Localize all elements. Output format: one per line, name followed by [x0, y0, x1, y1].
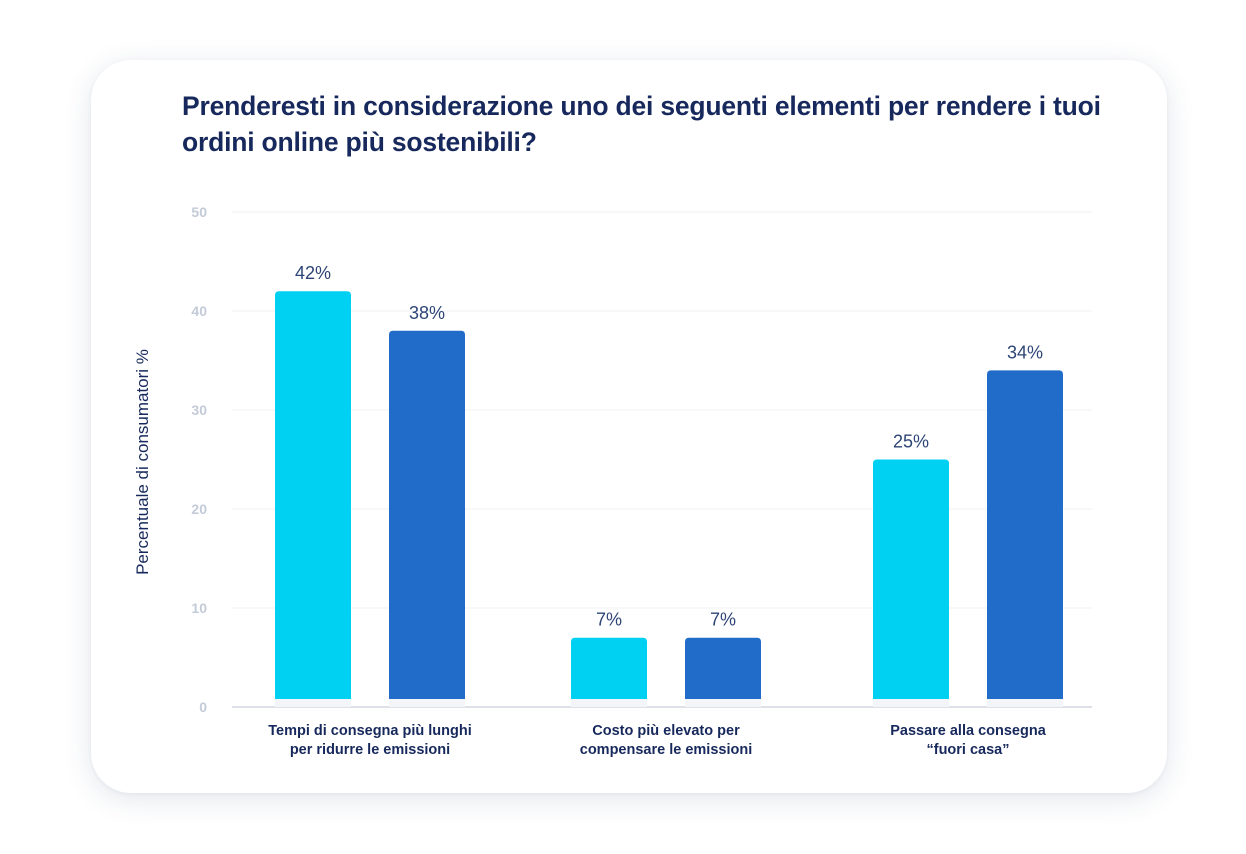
- y-tick-label: 0: [199, 699, 207, 715]
- bar-series-2-category-2: [685, 637, 761, 699]
- bar-base: [275, 699, 351, 707]
- bar-base: [685, 699, 761, 707]
- data-label: 7%: [710, 610, 736, 630]
- category-label-line: compensare le emissioni: [580, 742, 752, 758]
- grid-lines: [232, 211, 1092, 708]
- y-tick-label: 10: [191, 600, 207, 616]
- bar-series-1-category-1: [275, 291, 351, 699]
- category-label-line: “fuori casa”: [927, 742, 1010, 758]
- category-label-line: Passare alla consegna: [890, 723, 1046, 739]
- data-label: 42%: [295, 263, 331, 283]
- chart-title: Prenderesti in considerazione uno dei se…: [182, 91, 1101, 157]
- category-label: Costo più elevato per compensare le emiss…: [580, 723, 752, 758]
- bar-series-2-category-3: [987, 370, 1063, 699]
- y-tick-label: 20: [191, 501, 207, 517]
- data-labels: 42% 38% 7% 7% 25% 34%: [295, 263, 1043, 630]
- y-axis-ticks: 0 10 20 30 40 50: [191, 204, 207, 715]
- bar-base: [987, 699, 1063, 707]
- bars: [275, 291, 1063, 707]
- category-labels: Tempi di consegna più lunghi per ridurre …: [268, 723, 1046, 758]
- data-label: 38%: [409, 303, 445, 323]
- category-label-line: Costo più elevato per: [592, 723, 740, 739]
- y-tick-label: 50: [191, 204, 207, 220]
- category-label-line: Tempi di consegna più lunghi: [268, 723, 472, 739]
- bar-series-2-category-1: [389, 330, 465, 699]
- category-label-line: per ridurre le emissioni: [290, 742, 450, 758]
- y-axis-title: Percentuale di consumatori %: [133, 349, 152, 575]
- bar-series-1-category-3: [873, 459, 949, 699]
- category-label: Tempi di consegna più lunghi per ridurre …: [268, 723, 472, 758]
- bar-base: [873, 699, 949, 707]
- category-label: Passare alla consegna “fuori casa”: [890, 723, 1046, 758]
- y-tick-label: 30: [191, 402, 207, 418]
- y-tick-label: 40: [191, 303, 207, 319]
- data-label: 7%: [596, 610, 622, 630]
- data-label: 34%: [1007, 342, 1043, 362]
- bar-base: [571, 699, 647, 707]
- data-label: 25%: [893, 432, 929, 452]
- bar-series-1-category-2: [571, 637, 647, 699]
- bar-base: [389, 699, 465, 707]
